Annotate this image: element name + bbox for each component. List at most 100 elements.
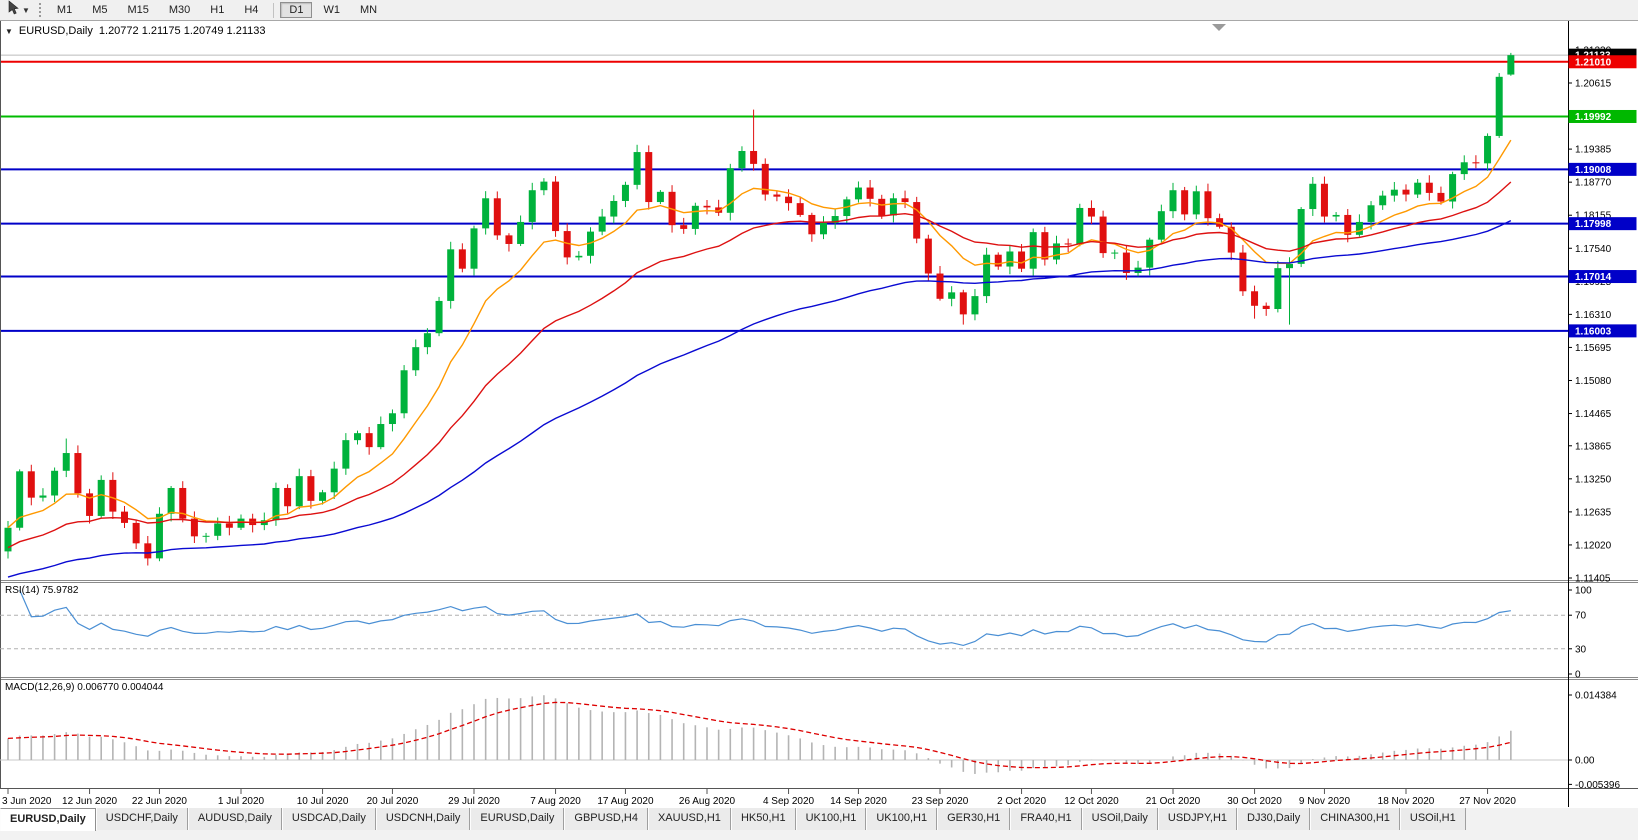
chart-tab-fra40-h1[interactable]: FRA40,H1 <box>1010 808 1082 830</box>
svg-text:2 Oct 2020: 2 Oct 2020 <box>997 796 1046 807</box>
timeframe-button-M5[interactable]: M5 <box>92 4 108 16</box>
svg-text:1.18770: 1.18770 <box>1575 178 1612 189</box>
timeframe-button-M1[interactable]: M1 <box>56 4 73 16</box>
svg-text:20 Jul 2020: 20 Jul 2020 <box>367 796 419 807</box>
svg-text:30 Oct 2020: 30 Oct 2020 <box>1227 796 1282 807</box>
svg-text:12 Jun 2020: 12 Jun 2020 <box>62 796 117 807</box>
svg-text:1.12020: 1.12020 <box>1575 540 1612 551</box>
svg-text:21 Oct 2020: 21 Oct 2020 <box>1146 796 1201 807</box>
chart-tab-china300-h1[interactable]: CHINA300,H1 <box>1310 808 1400 830</box>
price-badge-1.17998: 1.17998 <box>1568 217 1637 231</box>
price-badge-1.19992: 1.19992 <box>1568 109 1637 123</box>
svg-text:26 Aug 2020: 26 Aug 2020 <box>679 796 736 807</box>
macd-signal-line <box>7 701 1512 769</box>
rsi-pane: 100 70 30 0 <box>0 586 1592 681</box>
chart-tab-usdchf-daily[interactable]: USDCHF,Daily <box>95 808 188 830</box>
timeframe-button-M15[interactable]: M15 <box>127 4 149 16</box>
svg-text:23 Sep 2020: 23 Sep 2020 <box>912 796 969 807</box>
svg-text:3 Jun 2020: 3 Jun 2020 <box>2 796 52 807</box>
svg-text:7 Aug 2020: 7 Aug 2020 <box>530 796 581 807</box>
chart-ohlc-values: 1.20772 1.21175 1.20749 1.21133 <box>98 25 266 37</box>
svg-text:18 Nov 2020: 18 Nov 2020 <box>1378 796 1435 807</box>
chart-canvas[interactable]: 1.212301.206151.193851.187701.181551.175… <box>0 0 1638 808</box>
svg-text:1.17998: 1.17998 <box>1575 219 1612 230</box>
chart-tab-uk100-h1[interactable]: UK100,H1 <box>795 808 867 830</box>
ma-10-line <box>7 139 1512 529</box>
chart-shift-marker <box>1212 24 1226 31</box>
macd-label: MACD(12,26,9) 0.006770 0.004044 <box>5 682 164 693</box>
price-badge-1.17014: 1.17014 <box>1568 270 1637 284</box>
svg-text:27 Nov 2020: 27 Nov 2020 <box>1459 796 1516 807</box>
timeframe-button-H4[interactable]: H4 <box>244 4 259 16</box>
chart-tab-usdcad-daily[interactable]: USDCAD,Daily <box>281 808 376 830</box>
ma-60-line <box>7 219 1512 578</box>
svg-text:0.014384: 0.014384 <box>1575 690 1617 701</box>
chart-tab-gbpusd-h4[interactable]: GBPUSD,H4 <box>564 808 648 830</box>
chart-tab-uk100-h1[interactable]: UK100,H1 <box>866 808 938 830</box>
timeframe-button-group: M1 M5 M15 M30 H1 H4 D1 W1 MN <box>47 2 387 18</box>
svg-text:1.20615: 1.20615 <box>1575 79 1612 90</box>
chart-tab-bar: EURUSD,Daily USDCHF,Daily AUDUSD,Daily USDC… <box>0 808 1638 840</box>
svg-text:1.12635: 1.12635 <box>1575 507 1612 518</box>
svg-text:1.19992: 1.19992 <box>1575 112 1612 123</box>
svg-text:1.14465: 1.14465 <box>1575 409 1612 420</box>
chart-tab-usoil-daily[interactable]: USOil,Daily <box>1081 808 1158 830</box>
svg-text:0: 0 <box>1575 670 1581 681</box>
chart-tab-hk50-h1[interactable]: HK50,H1 <box>730 808 796 830</box>
svg-text:4 Sep 2020: 4 Sep 2020 <box>763 796 815 807</box>
svg-text:1.16310: 1.16310 <box>1575 310 1612 321</box>
chart-tab-usdjpy-h1[interactable]: USDJPY,H1 <box>1157 808 1238 830</box>
price-badge-1.16003: 1.16003 <box>1568 324 1637 338</box>
price-axis[interactable]: 1.212301.206151.193851.187701.181551.175… <box>1568 45 1637 585</box>
svg-text:30: 30 <box>1575 644 1587 655</box>
svg-text:17 Aug 2020: 17 Aug 2020 <box>597 796 654 807</box>
svg-text:1.13865: 1.13865 <box>1575 441 1612 452</box>
svg-text:70: 70 <box>1575 611 1587 622</box>
chart-tab-xauusd-h1[interactable]: XAUUSD,H1 <box>647 808 731 830</box>
timeframe-button-D1[interactable]: D1 <box>280 2 313 18</box>
svg-text:1.13250: 1.13250 <box>1575 474 1612 485</box>
collapse-arrow-icon[interactable]: ▼ <box>5 26 13 36</box>
rsi-label: RSI(14) 75.9782 <box>5 585 79 596</box>
ma-25-line <box>7 181 1512 549</box>
chart-tab-audusd-daily[interactable]: AUDUSD,Daily <box>187 808 282 830</box>
timeframe-button-W1[interactable]: W1 <box>323 4 340 16</box>
svg-text:1.15695: 1.15695 <box>1575 343 1612 354</box>
toolbar: ▼ M1 M5 M15 M30 H1 H4 D1 W1 MN <box>0 0 1638 21</box>
candlestick-series <box>4 52 1515 566</box>
chart-tab-eurusd-daily[interactable]: EURUSD,Daily <box>470 808 565 830</box>
price-badge-1.19008: 1.19008 <box>1568 162 1637 176</box>
svg-text:1.17014: 1.17014 <box>1575 272 1612 283</box>
chart-tab-eurusd-daily[interactable]: EURUSD,Daily <box>0 808 96 831</box>
timeframe-button-H1[interactable]: H1 <box>210 4 225 16</box>
svg-text:1.21010: 1.21010 <box>1575 57 1612 68</box>
toolbar-grip[interactable] <box>38 3 41 17</box>
chevron-down-icon[interactable]: ▼ <box>22 5 30 15</box>
svg-text:1.19385: 1.19385 <box>1575 145 1612 156</box>
chart-tab-usoil-h1[interactable]: USOil,H1 <box>1399 808 1466 830</box>
timeframe-button-MN[interactable]: MN <box>359 4 378 16</box>
chart-tab-usdcnh-daily[interactable]: USDCNH,Daily <box>375 808 471 830</box>
timeframe-button-M30[interactable]: M30 <box>168 4 191 16</box>
svg-text:1.15080: 1.15080 <box>1575 376 1612 387</box>
chart-title: ▼ EURUSD,Daily 1.20772 1.21175 1.20749 1… <box>5 25 265 37</box>
svg-text:1.11405: 1.11405 <box>1575 574 1611 585</box>
svg-text:1 Jul 2020: 1 Jul 2020 <box>218 796 265 807</box>
svg-text:10 Jul 2020: 10 Jul 2020 <box>297 796 349 807</box>
svg-text:1.16003: 1.16003 <box>1575 326 1612 337</box>
chart-tab-dj30-daily[interactable]: DJ30,Daily <box>1237 808 1311 830</box>
svg-text:1.17540: 1.17540 <box>1575 244 1612 255</box>
rsi-line <box>19 589 1511 647</box>
svg-text:1.18155: 1.18155 <box>1575 211 1612 222</box>
svg-text:9 Nov 2020: 9 Nov 2020 <box>1299 796 1351 807</box>
price-badge-1.21010: 1.21010 <box>1568 55 1637 68</box>
svg-text:12 Oct 2020: 12 Oct 2020 <box>1064 796 1119 807</box>
toolbar-separator <box>273 2 275 18</box>
chart-tab-ger30-h1[interactable]: GER30,H1 <box>937 808 1011 830</box>
main-pane <box>0 52 1568 578</box>
cursor-arrow-icon <box>7 0 20 20</box>
cursor-tool-button[interactable]: ▼ <box>4 0 33 21</box>
svg-text:0.00: 0.00 <box>1575 756 1595 767</box>
time-axis[interactable]: 3 Jun 2020 12 Jun 2020 22 Jun 2020 1 Jul 20… <box>2 789 1516 807</box>
svg-text:14 Sep 2020: 14 Sep 2020 <box>830 796 887 807</box>
